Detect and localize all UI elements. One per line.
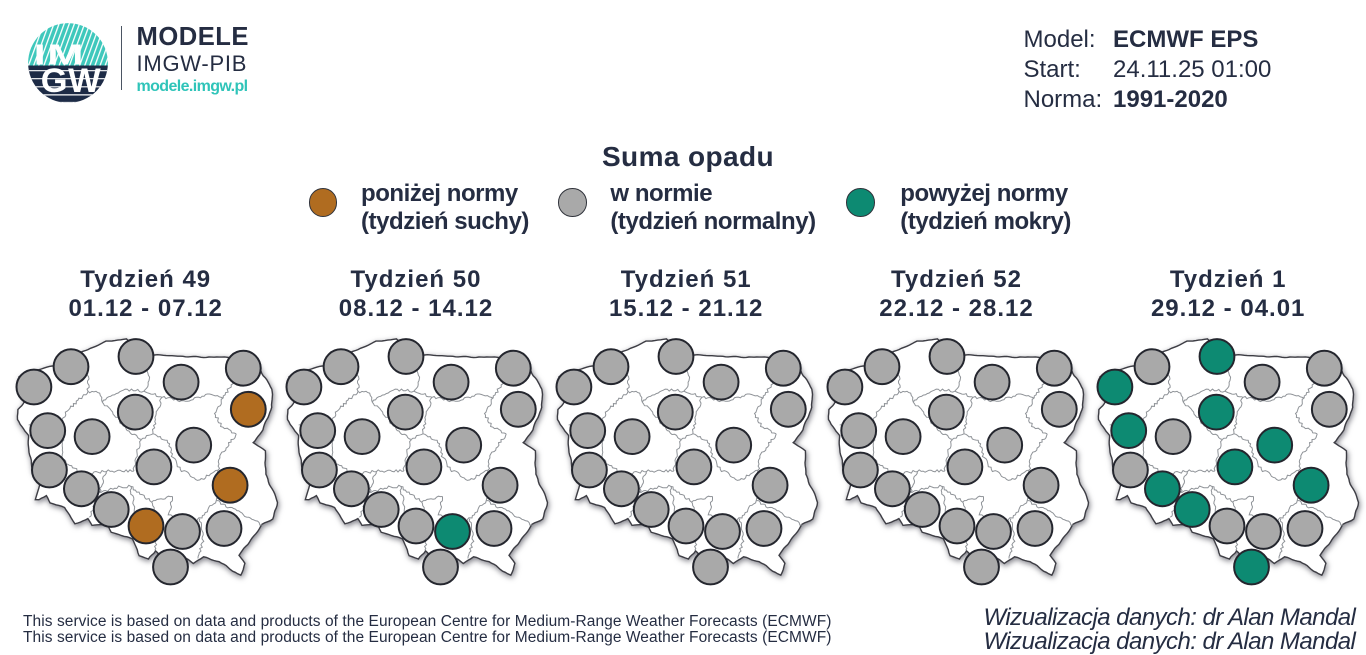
svg-text:GW: GW <box>41 62 101 100</box>
svg-text:IM: IM <box>34 38 85 70</box>
